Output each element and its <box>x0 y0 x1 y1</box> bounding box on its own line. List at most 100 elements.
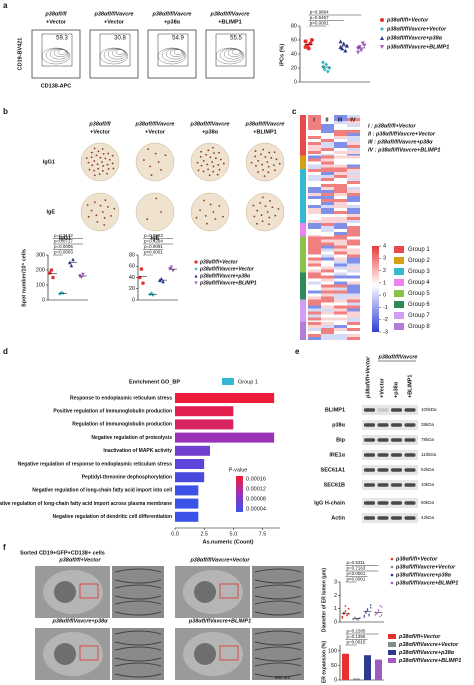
spot <box>104 157 107 160</box>
flow-plot <box>205 29 255 79</box>
category-label: Response to endoplasmic reticulum stress <box>70 395 172 401</box>
heat-cell <box>321 178 334 181</box>
er <box>254 611 302 616</box>
legend-label: p38αfl/flVavcre+BLIMP1 <box>386 44 449 50</box>
heat-cell <box>334 299 347 303</box>
y-tick-label: 40 <box>129 275 135 281</box>
band <box>377 423 389 427</box>
panel-label: a <box>3 1 8 10</box>
row-label: IgG H-chain <box>314 500 346 506</box>
heat-cell <box>321 302 334 306</box>
p-value: p<0.0001 <box>347 571 366 576</box>
heat-cell <box>347 287 360 291</box>
heat-cell <box>321 322 334 325</box>
blot-strip <box>362 435 418 445</box>
heat-cell <box>334 124 347 127</box>
legend-swatch <box>394 268 404 275</box>
heat-cell <box>308 278 321 282</box>
p-value: p=0.0003 <box>54 250 73 255</box>
heat-cell <box>321 187 334 190</box>
colorbar-label: 0.00012 <box>246 486 266 492</box>
heat-cell <box>321 269 334 273</box>
category-label: Negative regulation of dendritic cell di… <box>53 514 172 520</box>
spot <box>200 150 202 153</box>
spot <box>147 148 150 151</box>
band <box>364 468 375 472</box>
spot <box>261 196 264 199</box>
contour <box>107 48 127 60</box>
heat-cell <box>308 290 321 294</box>
band <box>404 516 416 520</box>
heat-cell <box>347 190 360 193</box>
spot <box>91 164 94 167</box>
heat-cell <box>308 251 321 255</box>
spot <box>207 149 210 152</box>
spot <box>102 165 105 167</box>
band <box>404 501 416 505</box>
heat-cell <box>308 202 321 205</box>
spot <box>107 152 110 155</box>
colorbar-label: 4 <box>383 243 386 249</box>
spot <box>222 162 225 165</box>
legend-label: IV : p38αfl/flVavcre+BLIMP1 <box>368 147 440 153</box>
colorbar-label: -2 <box>383 317 388 323</box>
heat-cell <box>308 305 321 309</box>
bar <box>175 498 199 509</box>
inset-box <box>79 645 99 661</box>
heat-cell <box>334 239 347 243</box>
legend-swatch <box>388 658 396 663</box>
data-point <box>377 609 380 611</box>
heat-cell <box>321 311 334 315</box>
row-label: SEC61A1 <box>321 467 345 473</box>
heat-cell <box>334 115 347 118</box>
heat-cell <box>321 232 334 235</box>
spot <box>93 174 96 177</box>
heat-cell <box>347 124 360 127</box>
inset-box <box>219 645 239 661</box>
heat-cell <box>334 169 347 172</box>
heat-cell <box>308 151 321 154</box>
group-title: +Vector <box>145 129 166 135</box>
data-point <box>380 614 383 617</box>
heat-cell <box>347 272 360 276</box>
heat-cell <box>347 239 360 243</box>
x-tick-label: 7.5 <box>259 531 267 537</box>
heat-cell <box>347 139 360 142</box>
band <box>404 468 416 472</box>
legend-swatch <box>388 634 396 639</box>
colorbar-label: 0.00016 <box>246 476 266 482</box>
data-point <box>368 613 370 615</box>
group-title: +p38α <box>164 19 181 25</box>
colorbar-label: 0.00004 <box>246 506 266 512</box>
band <box>391 408 402 412</box>
spot <box>263 175 266 178</box>
legend-swatch <box>394 279 404 286</box>
axis-label: Spot number/10⁵ cells <box>21 249 27 307</box>
bar <box>175 472 205 483</box>
group-bar <box>300 322 306 340</box>
data-point <box>81 272 85 277</box>
spot <box>218 205 221 207</box>
heat-cell <box>308 275 321 279</box>
heat-cell <box>321 305 334 309</box>
heat-cell <box>308 325 321 328</box>
heat-cell <box>334 325 347 328</box>
heat-cell <box>347 211 360 214</box>
heat-cell <box>321 158 334 162</box>
x-tick-label: 2.5 <box>200 531 208 537</box>
group-title: p38αfl/flVavcre <box>190 121 230 127</box>
spot <box>111 162 114 165</box>
data-point <box>138 275 142 280</box>
spot <box>111 154 114 157</box>
heat-cell <box>334 211 347 214</box>
heat-cell <box>334 164 347 168</box>
heat-cell <box>347 175 360 178</box>
spot <box>107 168 110 170</box>
heat-cell <box>321 151 334 154</box>
er <box>114 673 162 678</box>
contour <box>169 49 184 58</box>
legend-label: p38αfl/flVavcre+Vector <box>199 266 255 272</box>
heat-cell <box>334 287 347 291</box>
heat-cell <box>308 239 321 243</box>
kda-label: 42kDa <box>421 515 435 520</box>
